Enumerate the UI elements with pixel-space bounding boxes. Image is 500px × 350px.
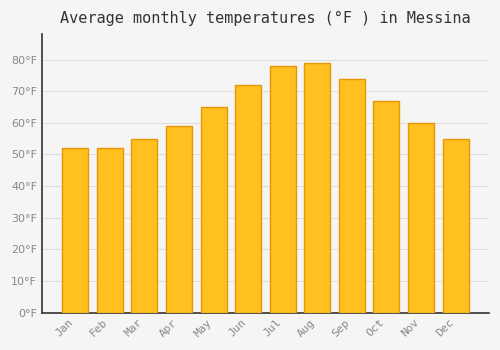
Bar bbox=[132, 139, 158, 313]
Bar bbox=[97, 148, 123, 313]
Title: Average monthly temperatures (°F ) in Messina: Average monthly temperatures (°F ) in Me… bbox=[60, 11, 470, 26]
Bar bbox=[374, 101, 400, 313]
Bar bbox=[339, 78, 365, 313]
Bar bbox=[200, 107, 226, 313]
Bar bbox=[235, 85, 261, 313]
Bar bbox=[408, 123, 434, 313]
Bar bbox=[304, 63, 330, 313]
Bar bbox=[270, 66, 295, 313]
Bar bbox=[166, 126, 192, 313]
Bar bbox=[442, 139, 468, 313]
Bar bbox=[62, 148, 88, 313]
